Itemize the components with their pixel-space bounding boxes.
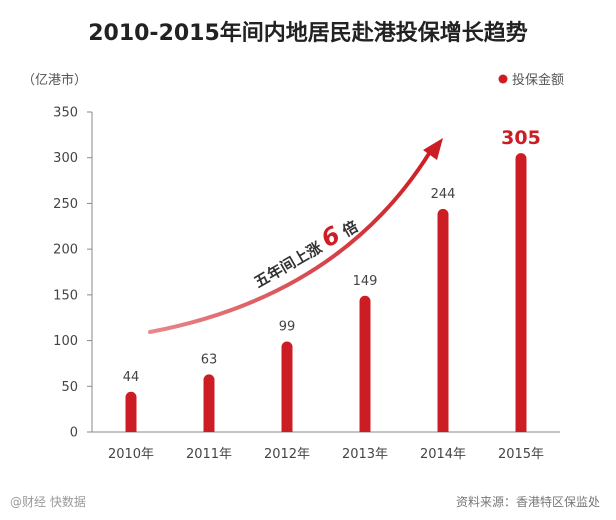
y-tick-label: 200 <box>53 243 78 258</box>
value-label: 305 <box>501 127 541 149</box>
legend-swatch <box>498 74 508 84</box>
y-tick-label: 350 <box>53 106 78 121</box>
x-tick-label: 2013年 <box>342 447 388 462</box>
value-label: 99 <box>279 319 296 334</box>
bar-base <box>437 426 449 432</box>
value-label: 244 <box>431 187 456 202</box>
growth-arrow-head <box>423 138 443 160</box>
source-note: 资料来源：香港特区保监处 <box>456 494 600 509</box>
bars <box>125 153 527 432</box>
bar-base <box>203 426 215 432</box>
y-tick-label: 150 <box>53 288 78 303</box>
value-labels: 44 63 99 149 244 305 <box>123 127 541 385</box>
bar <box>515 153 527 432</box>
chart-title: 2010-2015年间内地居民赴港投保增长趋势 <box>88 20 528 46</box>
y-tick-label: 250 <box>53 197 78 212</box>
value-label: 44 <box>123 370 140 385</box>
x-tick-label: 2012年 <box>264 447 310 462</box>
bar-base <box>359 426 371 432</box>
y-tick-label: 300 <box>53 151 78 166</box>
x-tick-label: 2015年 <box>498 447 544 462</box>
bar <box>281 341 293 432</box>
growth-arrow <box>148 138 443 334</box>
bar <box>437 208 449 432</box>
bar-base <box>281 426 293 432</box>
x-tick-label: 2011年 <box>186 447 232 462</box>
value-label: 149 <box>353 274 378 289</box>
legend-label: 投保金额 <box>512 72 564 88</box>
bar-base <box>515 426 527 432</box>
y-tick-label: 50 <box>61 380 78 395</box>
bar <box>359 295 371 432</box>
legend: 投保金额 <box>498 72 564 88</box>
x-tick-label: 2014年 <box>420 447 466 462</box>
x-axis: 2010年 2011年 2012年 2013年 2014年 2015年 <box>92 431 560 462</box>
watermark: @财经 快数据 <box>10 494 86 509</box>
y-axis: 0 50 100 150 200 250 300 350 <box>53 106 93 441</box>
growth-arrow-curve <box>148 150 432 334</box>
x-tick-label: 2010年 <box>108 447 154 462</box>
bar-base <box>125 426 137 432</box>
bar <box>203 374 215 432</box>
y-tick-label: 100 <box>53 334 78 349</box>
value-label: 63 <box>201 352 218 367</box>
growth-annotation: 五年间上涨 6 倍 <box>247 210 362 293</box>
y-unit-label: （亿港市） <box>22 72 87 88</box>
y-tick-label: 0 <box>70 426 78 441</box>
bar <box>125 391 137 432</box>
